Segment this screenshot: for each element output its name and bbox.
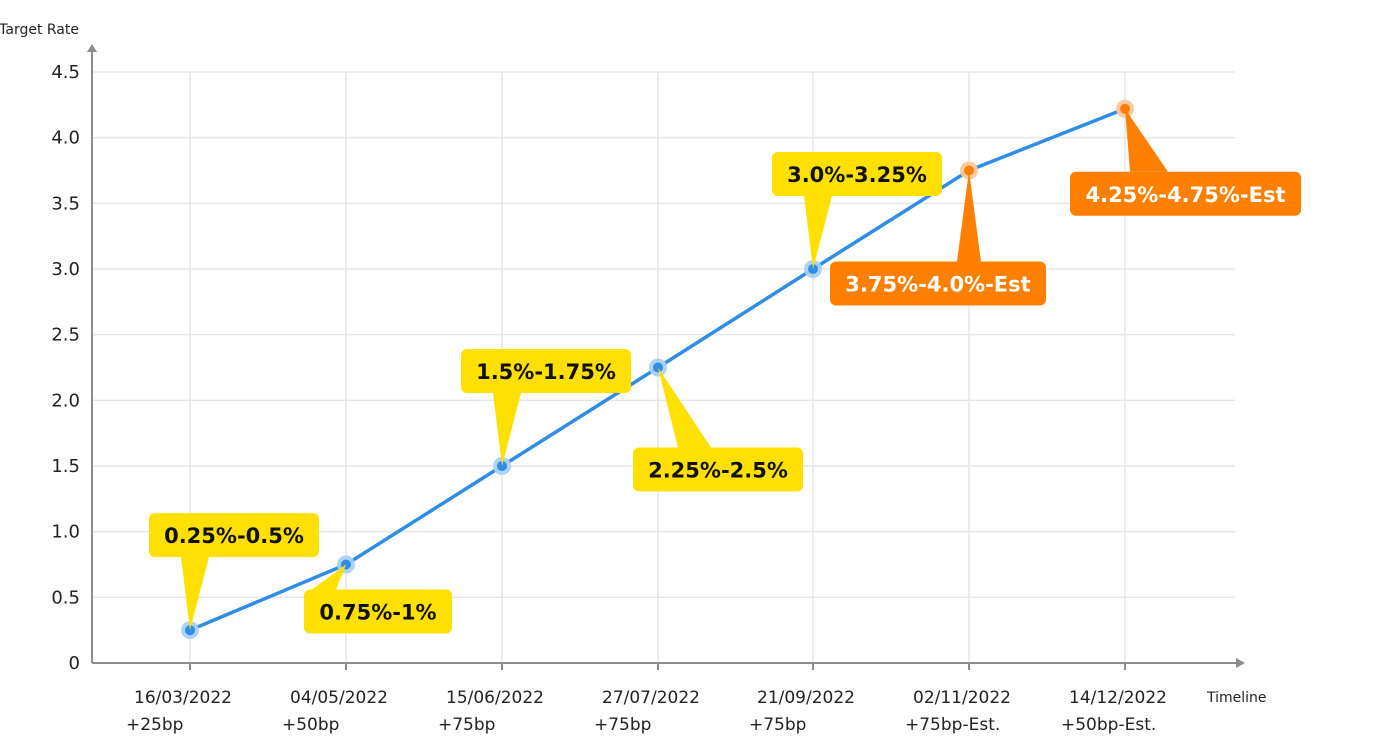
y-axis-title: Target Rate <box>0 22 79 38</box>
y-tick-label: 1.0 <box>51 522 80 543</box>
y-tick-label: 3.5 <box>51 193 80 214</box>
x-tick-change: +25bp <box>126 715 183 735</box>
callout: 3.0%-3.25% <box>772 152 942 269</box>
y-tick-label: 2.5 <box>51 325 80 346</box>
y-tick-label: 1.5 <box>51 456 80 477</box>
callout-label: 3.75%-4.0%-Est <box>845 273 1030 297</box>
y-axis-arrow-icon <box>87 44 97 52</box>
x-tick-date: 21/09/2022 <box>757 688 855 708</box>
x-tick-date: 04/05/2022 <box>290 688 388 708</box>
x-tick-change: +50bp <box>282 715 339 735</box>
callout: 3.75%-4.0%-Est <box>830 170 1046 306</box>
x-tick-change: +75bp-Est. <box>905 715 1000 735</box>
callout-label: 0.25%-0.5% <box>164 524 304 548</box>
x-axis-title: Timeline <box>1206 690 1267 706</box>
callout-label: 2.25%-2.5% <box>648 459 788 483</box>
y-tick-label: 0 <box>69 653 80 674</box>
callout-box <box>772 152 942 196</box>
callout-box <box>1070 171 1301 216</box>
x-tick-change: +50bp-Est. <box>1061 715 1156 735</box>
callout: 0.25%-0.5% <box>149 513 319 631</box>
y-tick-label: 4.0 <box>51 128 80 149</box>
axes: Target Rate Timeline <box>0 22 1267 706</box>
callout-box <box>461 349 631 393</box>
callouts: 0.25%-0.5% 0.75%-1% 1.5%-1.75% 2.25%-2.5% 3.… <box>149 108 1301 634</box>
y-tick-label: 2.0 <box>51 390 80 411</box>
x-tick-change: +75bp <box>438 715 495 735</box>
callout-pointer <box>181 557 209 631</box>
callout-label: 3.0%-3.25% <box>787 163 927 187</box>
x-axis-arrow-icon <box>1236 658 1245 668</box>
y-tick-labels: 0 0.5 1.0 1.5 2.0 2.5 3.0 3.5 4.0 4.5 <box>51 62 80 674</box>
callout-pointer <box>493 393 521 466</box>
y-tick-label: 0.5 <box>51 587 80 608</box>
callout-pointer <box>1125 108 1168 172</box>
callout-box <box>633 447 803 492</box>
y-tick-label: 4.5 <box>51 62 80 83</box>
callout: 2.25%-2.5% <box>633 367 803 492</box>
callout-label: 0.75%-1% <box>319 601 436 625</box>
x-tick-date: 15/06/2022 <box>446 688 544 708</box>
callout-pointer <box>957 170 981 262</box>
callout: 1.5%-1.75% <box>461 349 631 466</box>
callout-label: 1.5%-1.75% <box>476 360 616 384</box>
callout-pointer <box>312 564 346 590</box>
x-tick-date: 16/03/2022 <box>134 688 232 708</box>
callout-box <box>830 261 1046 306</box>
callout-pointer <box>804 196 832 269</box>
callout-box <box>304 589 452 634</box>
x-tick-change: +75bp <box>594 715 651 735</box>
callout: 0.75%-1% <box>304 564 452 634</box>
y-tick-label: 3.0 <box>51 259 80 280</box>
callout: 4.25%-4.75%-Est <box>1070 108 1301 216</box>
x-tick-labels: 16/03/2022 +25bp 04/05/2022 +50bp 15/06/2022… <box>126 688 1167 735</box>
callout-box <box>149 513 319 558</box>
callout-pointer <box>658 367 711 448</box>
x-tick-change: +75bp <box>749 715 806 735</box>
callout-label: 4.25%-4.75%-Est <box>1085 183 1285 207</box>
x-tick-date: 14/12/2022 <box>1069 688 1167 708</box>
x-tick-date: 02/11/2022 <box>913 688 1011 708</box>
x-tick-date: 27/07/2022 <box>602 688 700 708</box>
